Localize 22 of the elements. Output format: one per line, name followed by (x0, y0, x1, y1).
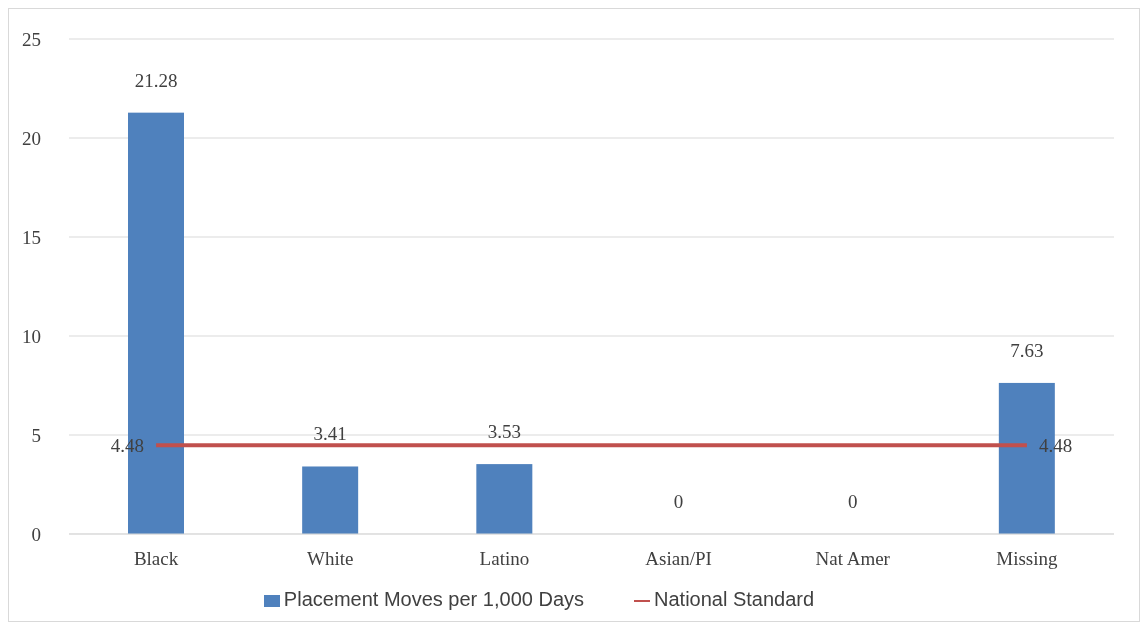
data-label: 7.63 (1010, 339, 1044, 361)
y-tick-label: 10 (22, 325, 41, 347)
data-label: 3.53 (487, 421, 521, 443)
bar (476, 464, 533, 534)
y-tick-label: 5 (31, 424, 41, 446)
x-tick-label: Black (133, 548, 179, 570)
legend-label: Placement Moves per 1,000 Days (283, 588, 585, 610)
x-tick-label: Latino (479, 548, 530, 570)
data-label: 21.28 (134, 69, 178, 91)
x-tick-label: Nat Amer (815, 548, 891, 570)
y-tick-label: 15 (22, 226, 41, 248)
bar (302, 466, 359, 534)
y-tick-label: 0 (31, 523, 41, 545)
data-label: 0 (847, 491, 858, 512)
x-tick-label: Missing (996, 548, 1059, 570)
x-tick-label: White (307, 548, 354, 570)
y-tick-label: 20 (22, 127, 41, 149)
legend-label: National Standard (654, 588, 815, 610)
y-tick-label: 25 (22, 28, 41, 50)
x-tick-label: Asian/PI (645, 548, 712, 570)
data-label: 3.41 (313, 423, 347, 445)
data-label: 0 (673, 491, 684, 512)
